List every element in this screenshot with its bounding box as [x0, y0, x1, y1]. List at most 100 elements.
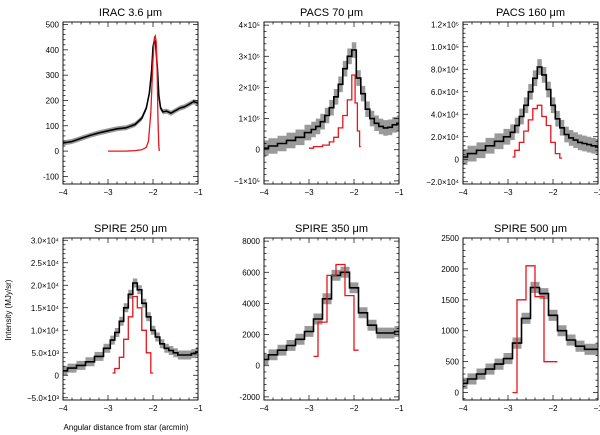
x-tick-label: −1 — [193, 404, 203, 413]
series-1-line — [463, 66, 598, 158]
x-tick-label: −1 — [394, 188, 404, 197]
series-1-line — [63, 282, 198, 372]
y-tick-label: 2000 — [242, 331, 260, 340]
x-tick-label: −2 — [148, 188, 158, 197]
y-tick-label: 1.2×10⁵ — [431, 20, 459, 29]
y-tick-label: 2×10⁵ — [239, 83, 260, 92]
y-tick-label: 2.5×10⁴ — [31, 259, 60, 268]
y-tick-label: 1.0×10⁵ — [431, 43, 459, 52]
panel-title: PACS 160 μm — [496, 7, 565, 19]
panel-title: PACS 70 μm — [300, 7, 363, 19]
plot-data — [463, 59, 598, 165]
y-tick-label: 1000 — [441, 327, 459, 336]
x-tick-label: −4 — [259, 404, 269, 413]
plot-data — [264, 263, 399, 365]
x-tick-label: −2 — [548, 404, 558, 413]
x-tick-label: −2 — [548, 188, 558, 197]
plot-frame — [462, 237, 599, 401]
panel-title: SPIRE 350 μm — [295, 223, 368, 235]
plot-data — [63, 34, 198, 152]
series-2-line — [112, 295, 153, 374]
panel-6: −4 −3 −2 −1 0 500 1000 1500 2000 2500 SPIRE 500 μm — [441, 223, 600, 413]
panel-title: IRAC 3.6 μm — [99, 7, 162, 19]
panel-2: −4 −3 −2 −1 −1×10⁵ 0 1×10⁵ 2×10⁵ 3×10⁵ 4×10⁵ PACS … — [234, 7, 404, 197]
x-tick-label: −3 — [103, 188, 113, 197]
y-tick-label: 0 — [455, 389, 460, 398]
y-tick-label: 3.0×10⁴ — [31, 236, 60, 245]
plot-frame — [263, 237, 400, 401]
y-tick-label: 1×10⁵ — [239, 115, 260, 124]
panel-4: −4 −3 −2 −1 −5.0×10³ 0 5.0×10³ 1.0×10⁴ 1.5×10⁴ 2.… — [27, 223, 203, 413]
figure-y-axis-label: Intensity (MJy/sr) — [4, 279, 13, 340]
y-tick-label: 300 — [46, 71, 60, 80]
series-2-line — [512, 265, 558, 394]
plot-frame — [462, 21, 599, 185]
x-tick-label: −4 — [58, 404, 68, 413]
y-tick-label: −1×10⁵ — [234, 177, 260, 186]
y-tick-label: 200 — [46, 96, 60, 105]
y-tick-label: 1.0×10⁴ — [31, 326, 60, 335]
plot-frame — [62, 21, 199, 185]
y-tick-label: 6000 — [242, 268, 260, 277]
plot-data — [463, 265, 598, 394]
y-tick-label: 500 — [446, 358, 460, 367]
series-2-line — [313, 263, 359, 358]
series-2-line — [309, 74, 361, 149]
y-tick-label: −2.0×10⁴ — [426, 178, 459, 187]
x-tick-label: −4 — [58, 188, 68, 197]
x-tick-label: −1 — [394, 404, 404, 413]
series-1-line — [264, 49, 399, 149]
y-tick-label: 5.0×10³ — [32, 349, 60, 358]
y-tick-label: 3×10⁵ — [239, 52, 260, 61]
y-tick-label: -100 — [43, 172, 60, 181]
y-tick-label: 2000 — [441, 265, 459, 274]
y-tick-label: 100 — [46, 122, 60, 131]
y-tick-label: 4×10⁵ — [239, 21, 260, 30]
x-tick-label: −3 — [304, 188, 314, 197]
series-1-uncertainty-band — [463, 281, 598, 389]
x-tick-label: −2 — [349, 404, 359, 413]
y-tick-label: 2500 — [441, 234, 459, 243]
series-1-line — [463, 286, 598, 385]
x-tick-label: −4 — [458, 404, 468, 413]
x-tick-label: −1 — [193, 188, 203, 197]
series-1-uncertainty-band — [463, 59, 598, 165]
y-tick-label: 400 — [46, 46, 60, 55]
y-tick-label: 4000 — [242, 299, 260, 308]
y-tick-label: −5.0×10³ — [27, 394, 59, 403]
x-tick-label: −3 — [304, 404, 314, 413]
y-tick-label: 4.0×10⁴ — [431, 110, 460, 119]
plot-frame — [263, 21, 400, 185]
x-tick-label: −4 — [259, 188, 269, 197]
x-tick-label: −3 — [103, 404, 113, 413]
y-tick-label: 0 — [256, 146, 261, 155]
panel-title: SPIRE 500 μm — [494, 223, 567, 235]
series-1-uncertainty-band — [63, 37, 198, 146]
figure-x-axis-label: Angular distance from star (arcmin) — [64, 423, 189, 432]
x-tick-label: −2 — [148, 404, 158, 413]
series-1-uncertainty-band — [63, 278, 198, 376]
y-tick-label: 0 — [55, 147, 60, 156]
panel-1: −4 −3 −2 −1 -100 0 100 200 300 400 500 IRAC 3.6 μm — [43, 7, 203, 197]
y-tick-label: 1500 — [441, 296, 459, 305]
plot-data — [264, 42, 399, 156]
y-tick-label: 1.5×10⁴ — [31, 304, 60, 313]
series-1-uncertainty-band — [264, 42, 399, 156]
y-tick-label: 0 — [55, 371, 60, 380]
y-tick-label: 0 — [455, 155, 460, 164]
x-tick-label: −4 — [458, 188, 468, 197]
y-tick-label: -2000 — [240, 393, 261, 402]
x-tick-label: −3 — [503, 404, 513, 413]
y-tick-label: 8000 — [242, 237, 260, 246]
series-2-line — [512, 104, 562, 159]
x-tick-label: −2 — [349, 188, 359, 197]
y-tick-label: 2.0×10⁴ — [431, 133, 460, 142]
y-tick-label: 6.0×10⁴ — [431, 88, 460, 97]
series-1-uncertainty-band — [264, 266, 399, 365]
x-tick-label: −1 — [593, 404, 600, 413]
series-1-line — [264, 271, 399, 361]
y-tick-label: 500 — [46, 21, 60, 30]
y-tick-label: 0 — [256, 362, 261, 371]
panel-title: SPIRE 250 μm — [94, 223, 167, 235]
